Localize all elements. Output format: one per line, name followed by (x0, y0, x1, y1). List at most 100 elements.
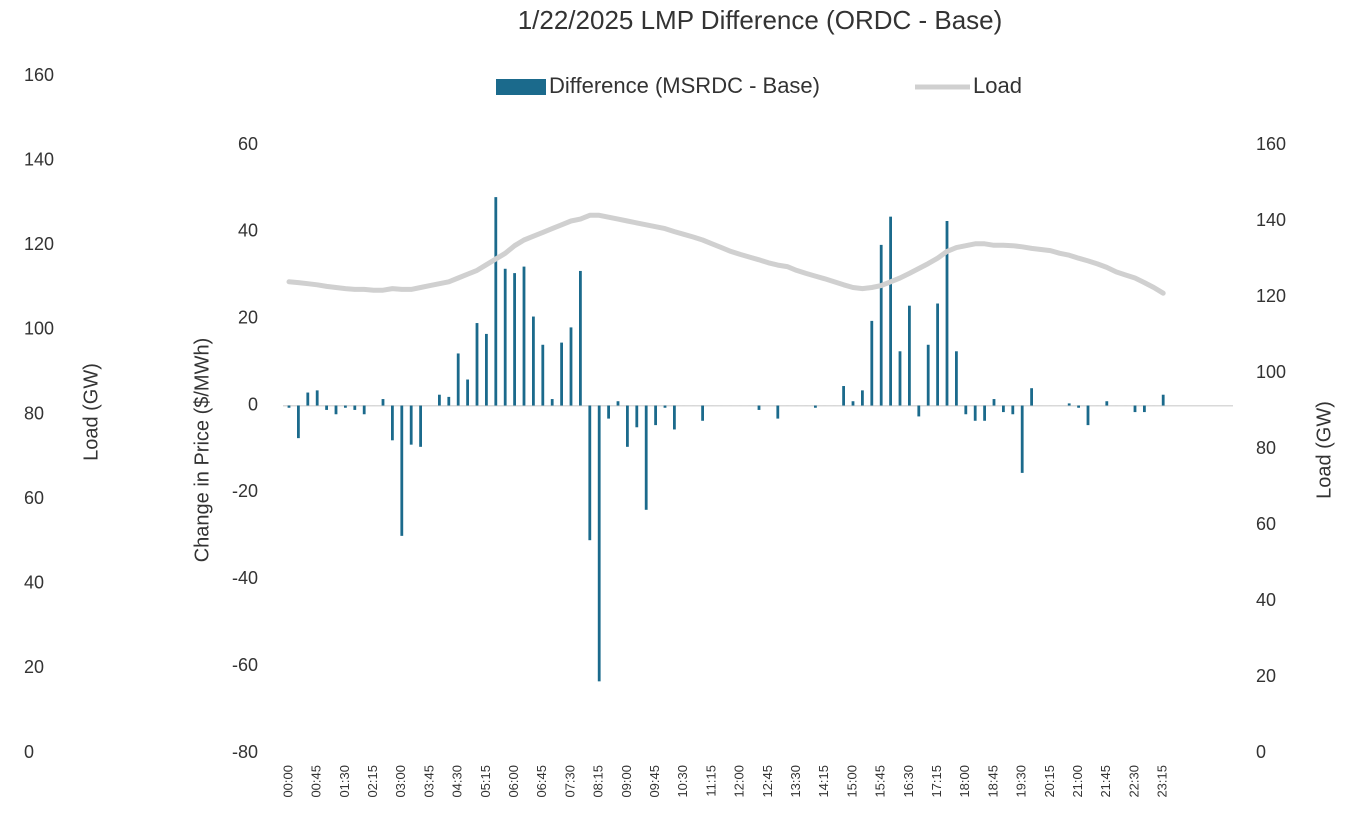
bar (898, 351, 902, 406)
bar (701, 405, 704, 421)
bar (973, 405, 977, 421)
bar (362, 405, 366, 415)
bar (315, 390, 319, 406)
bar (466, 379, 469, 406)
bar (297, 405, 300, 439)
x-tick-label: 22:30 (1126, 765, 1141, 798)
y-axis-title: Change in Price ($/MWh) (191, 338, 213, 563)
y-tick-label: 0 (248, 394, 258, 414)
bar (983, 405, 986, 421)
x-tick-label: 03:45 (421, 765, 436, 798)
bar (1020, 405, 1024, 473)
bar (475, 323, 479, 406)
left-axis-tick-label: 20 (24, 657, 44, 677)
bar (851, 401, 855, 406)
x-tick-label: 20:15 (1042, 765, 1057, 798)
bar (1002, 405, 1005, 413)
x-tick-label: 23:15 (1155, 765, 1170, 798)
bar (607, 405, 610, 419)
x-tick-label: 18:00 (957, 765, 972, 798)
y2-tick-label: 100 (1256, 362, 1286, 382)
bar (663, 405, 667, 408)
bar (1067, 403, 1071, 406)
bar (438, 394, 441, 406)
x-tick-label: 15:00 (844, 765, 859, 798)
x-tick-label: 21:00 (1070, 765, 1085, 798)
bar (842, 386, 845, 406)
load-line (286, 212, 1166, 296)
chart-title: 1/22/2025 LMP Difference (ORDC - Base) (518, 5, 1003, 35)
y-tick-label: -20 (232, 481, 258, 501)
bar (1133, 405, 1137, 413)
x-tick-label: 13:30 (788, 765, 803, 798)
bar (513, 273, 516, 406)
left-axis-tick-label: 160 (24, 65, 54, 85)
left-axis-tick-label: 120 (24, 234, 54, 254)
bar (522, 266, 526, 406)
bar (494, 197, 498, 406)
bar (597, 405, 601, 682)
left-axis-tick-label: 0 (24, 742, 34, 762)
bar (945, 221, 949, 406)
y2-tick-label: 20 (1256, 666, 1276, 686)
bar (353, 405, 357, 410)
bar (532, 316, 535, 406)
bar (579, 270, 582, 406)
bar (334, 405, 338, 415)
bar (503, 268, 507, 406)
bar (1077, 405, 1080, 408)
bar (616, 401, 620, 406)
y2-tick-label: 80 (1256, 438, 1276, 458)
left-axis-tick-label: 60 (24, 488, 44, 508)
bar (1086, 405, 1090, 426)
x-tick-label: 18:45 (985, 765, 1000, 798)
x-tick-label: 19:30 (1014, 765, 1029, 798)
x-tick-label: 10:30 (675, 765, 690, 798)
y2-tick-label: 120 (1256, 286, 1286, 306)
bar (936, 303, 939, 406)
y2-tick-label: 160 (1256, 134, 1286, 154)
x-tick-label: 05:15 (478, 765, 493, 798)
bar (550, 399, 554, 406)
y2-tick-label: 60 (1256, 514, 1276, 534)
bar (917, 405, 921, 417)
bar (1105, 401, 1109, 406)
x-tick-label: 16:30 (901, 765, 916, 798)
bar (287, 405, 291, 408)
y2-tick-label: 140 (1256, 210, 1286, 230)
bar (381, 399, 385, 406)
bar (757, 405, 761, 410)
bar (814, 405, 817, 408)
bar (447, 396, 451, 406)
x-tick-label: 17:15 (929, 765, 944, 798)
bar (654, 405, 657, 426)
bar (541, 344, 545, 406)
left-axis-tick-label: 140 (24, 149, 54, 169)
x-tick-label: 09:45 (647, 765, 662, 798)
x-tick-label: 03:00 (393, 765, 408, 798)
x-tick-label: 00:00 (280, 765, 295, 798)
legend-label: Load (973, 73, 1022, 98)
bar (1011, 405, 1015, 415)
bar (635, 405, 639, 428)
x-tick-label: 06:00 (506, 765, 521, 798)
bar (306, 392, 310, 406)
x-tick-label: 12:00 (732, 765, 747, 798)
left-axis-tick-label: 100 (24, 319, 54, 339)
bar (1030, 388, 1033, 406)
x-tick-label: 08:15 (591, 765, 606, 798)
left-axis-title: Load (GW) (80, 363, 102, 461)
bar (673, 405, 676, 430)
legend-swatch (496, 79, 546, 95)
bar (344, 405, 347, 408)
x-tick-label: 21:45 (1098, 765, 1113, 798)
bar (879, 244, 883, 406)
bar (776, 405, 780, 419)
bar (485, 333, 488, 406)
left-axis-tick-label: 80 (24, 403, 44, 423)
bar (889, 216, 892, 406)
y2-tick-label: 40 (1256, 590, 1276, 610)
bar (560, 342, 563, 406)
bar (400, 405, 404, 536)
